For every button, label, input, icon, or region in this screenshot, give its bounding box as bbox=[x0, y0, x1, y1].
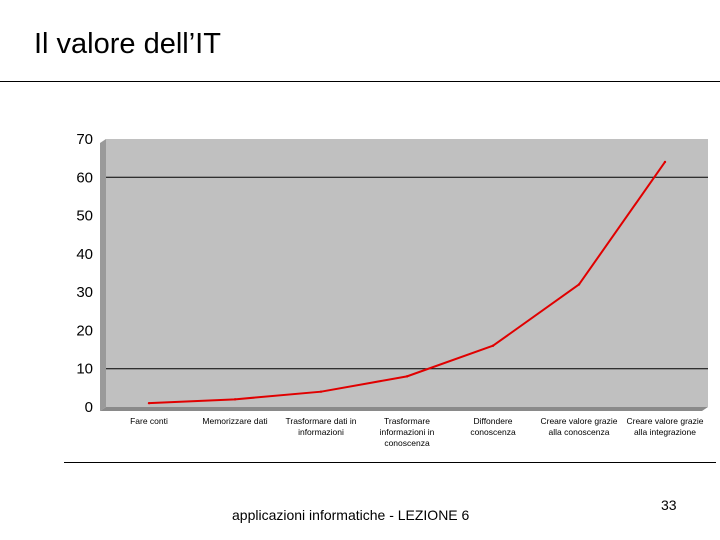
x-tick-label: Trasformare dati in informazioni bbox=[285, 416, 356, 437]
x-tick-label-line: alla integrazione bbox=[634, 427, 696, 437]
data-point bbox=[233, 398, 237, 401]
x-tick-label-line: Trasformare bbox=[384, 416, 430, 426]
data-point bbox=[405, 375, 409, 378]
x-tick-label-line: Creare valore grazie bbox=[540, 416, 617, 426]
plot-area bbox=[106, 139, 708, 407]
x-tick-label: Diffondere conoscenza bbox=[470, 416, 516, 437]
x-tick-label-line: Creare valore grazie bbox=[626, 416, 703, 426]
title-divider bbox=[0, 81, 720, 82]
x-tick-label-line: informazioni in bbox=[380, 427, 435, 437]
x-tick-label-line: Diffondere bbox=[473, 416, 512, 426]
plot-side-wall bbox=[100, 139, 106, 411]
y-tick-label: 50 bbox=[76, 208, 93, 225]
x-tick-label: Creare valore grazie alla integrazione bbox=[626, 416, 703, 437]
x-tick-label-line: Trasformare dati in bbox=[285, 416, 356, 426]
y-tick-label: 20 bbox=[76, 322, 93, 339]
x-tick-label-line: conoscenza bbox=[384, 438, 430, 448]
footer-text: applicazioni informatiche - LEZIONE 6 bbox=[232, 507, 470, 523]
data-point bbox=[577, 283, 581, 286]
footer-divider bbox=[64, 462, 716, 463]
y-tick-label: 60 bbox=[76, 169, 93, 186]
x-tick-label: Trasformare informazioni in conoscenza bbox=[380, 416, 435, 448]
y-tick-label: 40 bbox=[76, 246, 93, 263]
x-tick-label-line: Fare conti bbox=[130, 416, 168, 426]
plot-floor bbox=[100, 407, 708, 411]
y-tick-label: 70 bbox=[76, 131, 93, 148]
y-tick-label: 10 bbox=[76, 361, 93, 378]
y-tick-label: 0 bbox=[85, 399, 93, 416]
x-tick-label-line: Memorizzare dati bbox=[202, 416, 267, 426]
x-tick-label-line: informazioni bbox=[298, 427, 344, 437]
x-tick-label-line: conoscenza bbox=[470, 427, 516, 437]
data-point bbox=[491, 344, 495, 347]
slide-title: Il valore dell’IT bbox=[34, 28, 221, 60]
x-tick-label: Creare valore grazie alla conoscenza bbox=[540, 416, 617, 437]
x-tick-label-line: alla conoscenza bbox=[549, 427, 610, 437]
page-number: 33 bbox=[661, 497, 677, 513]
x-tick-label: Memorizzare dati bbox=[202, 416, 267, 426]
data-point bbox=[663, 160, 667, 164]
x-tick-label: Fare conti bbox=[130, 416, 168, 426]
data-point bbox=[319, 390, 323, 393]
data-point bbox=[147, 401, 151, 405]
y-tick-label: 30 bbox=[76, 284, 93, 301]
